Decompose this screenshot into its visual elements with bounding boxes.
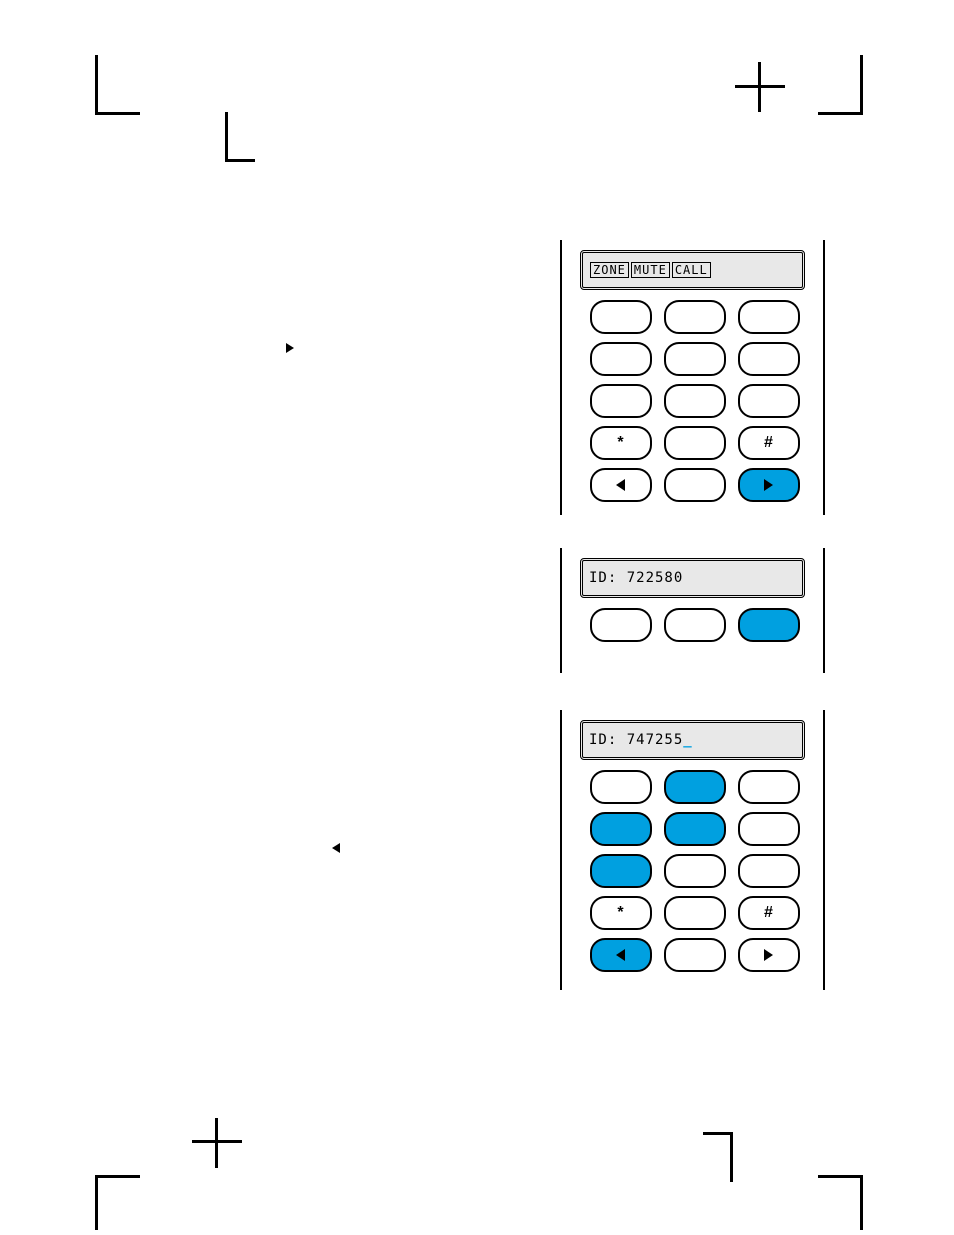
crop-mark bbox=[860, 55, 863, 115]
key-button[interactable] bbox=[590, 812, 652, 846]
keypad: *# bbox=[580, 300, 805, 502]
arrow-left-icon bbox=[616, 949, 625, 961]
key-button[interactable] bbox=[738, 812, 800, 846]
radio-keypad-step1: ZONE MUTE CALL *# bbox=[560, 240, 825, 515]
key-button[interactable] bbox=[664, 938, 726, 972]
crop-mark bbox=[95, 55, 98, 115]
key-button[interactable] bbox=[664, 608, 726, 642]
key-button[interactable]: * bbox=[590, 426, 652, 460]
lcd-display: ID: 722580 bbox=[580, 558, 805, 598]
key-button[interactable] bbox=[590, 342, 652, 376]
key-button[interactable] bbox=[738, 468, 800, 502]
key-button[interactable] bbox=[590, 300, 652, 334]
key-button[interactable] bbox=[664, 770, 726, 804]
keypad: *# bbox=[580, 770, 805, 972]
lcd-text: ID: 747255 bbox=[589, 732, 683, 748]
key-button[interactable] bbox=[664, 468, 726, 502]
crop-mark bbox=[95, 1175, 140, 1178]
softkey-row bbox=[580, 608, 805, 642]
key-button[interactable] bbox=[738, 938, 800, 972]
key-button[interactable] bbox=[590, 608, 652, 642]
lcd-text: ID: 722580 bbox=[589, 570, 683, 586]
arrow-left-icon bbox=[332, 843, 340, 853]
key-button[interactable]: # bbox=[738, 426, 800, 460]
key-button[interactable] bbox=[664, 854, 726, 888]
crop-mark bbox=[758, 62, 761, 112]
key-button[interactable] bbox=[664, 896, 726, 930]
lcd-word: MUTE bbox=[631, 262, 670, 278]
crop-mark bbox=[730, 1132, 733, 1182]
crop-mark bbox=[225, 159, 255, 162]
key-button[interactable] bbox=[738, 854, 800, 888]
key-button[interactable] bbox=[664, 384, 726, 418]
crop-mark bbox=[703, 1132, 733, 1135]
key-button[interactable] bbox=[738, 608, 800, 642]
lcd-word: CALL bbox=[672, 262, 711, 278]
key-button[interactable] bbox=[590, 938, 652, 972]
key-button[interactable] bbox=[590, 384, 652, 418]
arrow-right-icon bbox=[286, 343, 294, 353]
crop-mark bbox=[818, 112, 863, 115]
crop-mark bbox=[95, 112, 140, 115]
arrow-left-icon bbox=[616, 479, 625, 491]
crop-mark bbox=[95, 1175, 98, 1230]
arrow-right-icon bbox=[764, 949, 773, 961]
lcd-display: ID: 747255_ bbox=[580, 720, 805, 760]
crop-mark bbox=[215, 1118, 218, 1168]
key-button[interactable] bbox=[590, 468, 652, 502]
key-button[interactable] bbox=[664, 342, 726, 376]
key-button[interactable] bbox=[738, 384, 800, 418]
radio-keypad-step2: ID: 722580 bbox=[560, 548, 825, 673]
key-button[interactable] bbox=[664, 300, 726, 334]
key-button[interactable] bbox=[590, 770, 652, 804]
key-button[interactable] bbox=[738, 342, 800, 376]
lcd-cursor: _ bbox=[683, 732, 692, 748]
key-button[interactable]: # bbox=[738, 896, 800, 930]
arrow-right-icon bbox=[764, 479, 773, 491]
crop-mark bbox=[225, 112, 228, 162]
crop-mark bbox=[818, 1175, 863, 1178]
key-button[interactable] bbox=[738, 300, 800, 334]
key-button[interactable] bbox=[738, 770, 800, 804]
key-button[interactable] bbox=[664, 812, 726, 846]
key-button[interactable] bbox=[664, 426, 726, 460]
lcd-word: ZONE bbox=[590, 262, 629, 278]
key-button[interactable]: * bbox=[590, 896, 652, 930]
radio-keypad-step3: ID: 747255_ *# bbox=[560, 710, 825, 990]
lcd-display: ZONE MUTE CALL bbox=[580, 250, 805, 290]
crop-mark bbox=[860, 1175, 863, 1230]
key-button[interactable] bbox=[590, 854, 652, 888]
